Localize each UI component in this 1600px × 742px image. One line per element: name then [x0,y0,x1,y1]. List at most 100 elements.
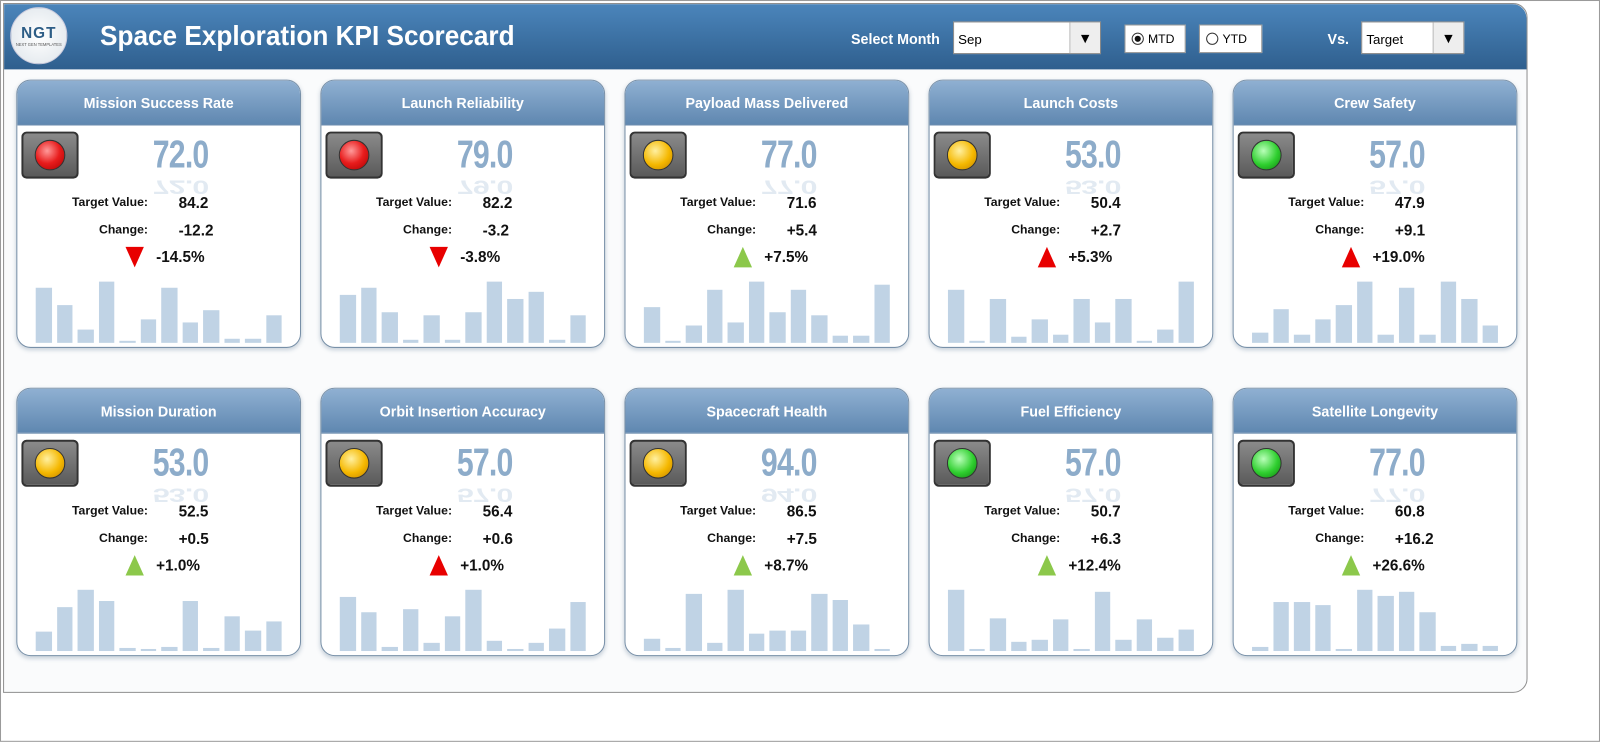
target-value: 84.2 [178,194,209,213]
trend-bar [1178,281,1194,343]
vs-label: Vs. [1327,30,1349,47]
trend-sparkline [643,589,890,652]
kpi-title: Payload Mass Delivered [625,80,909,126]
kpi-value: 53.0 [1053,134,1133,178]
traffic-light-icon [21,439,79,487]
trend-bar [444,616,461,652]
kpi-card: Mission Duration 53.0 Target Value: 52.5… [16,387,302,657]
trend-sparkline [35,589,282,652]
trend-bar [1010,336,1027,343]
trend-bar [161,646,178,652]
trend-bar [119,340,136,343]
trend-sparkline [947,281,1194,343]
arrow-up-icon [1341,555,1361,576]
trend-bar [1440,281,1457,343]
target-value: 50.7 [1090,503,1121,521]
kpi-value: 77.0 [749,134,829,178]
trend-bar [140,319,157,343]
trend-bar [727,589,744,652]
trend-bar [1073,648,1090,652]
traffic-light-icon [629,131,687,179]
arrow-up-icon [1341,246,1361,268]
trend-bar [873,284,890,343]
change-label: Change: [98,222,148,237]
target-value: 82.2 [482,194,513,213]
chevron-down-icon[interactable]: ▼ [1432,22,1464,54]
status-yellow-icon [338,447,370,479]
trend-bar [465,589,482,652]
trend-bar [1440,646,1457,652]
trend-bar [769,630,786,652]
trend-bar [569,315,586,343]
change-label: Change: [403,222,453,237]
trend-bar [832,335,848,343]
trend-sparkline [35,281,282,343]
trend-bar [381,312,398,343]
trend-bar [853,335,869,343]
kpi-card: Mission Success Rate 72.0 Target Value: … [16,79,302,348]
kpi-card: Fuel Efficiency 57.0 Target Value: 50.7 … [928,387,1214,657]
trend-bar [140,648,157,652]
trend-bar [1398,287,1415,343]
trend-bar [402,339,419,343]
trend-bar [1031,639,1048,652]
trend-bar [1335,648,1352,652]
trend-bar [664,647,681,652]
trend-bar [811,315,828,343]
trend-bar [1052,334,1069,343]
trend-bar [1272,602,1289,652]
target-value: 50.4 [1090,194,1121,213]
trend-bar [685,593,702,652]
trend-bar [77,330,94,343]
trend-bar [35,631,52,652]
trend-sparkline [339,589,586,652]
change-percent: +5.3% [1068,248,1113,267]
trend-bar [706,643,723,652]
month-dropdown[interactable]: Sep ▼ [953,21,1102,55]
change-value: +7.5 [786,530,817,548]
trend-bar [1482,646,1498,652]
kpi-title: Launch Costs [929,80,1213,126]
trend-bar [402,608,419,652]
chevron-down-icon[interactable]: ▼ [1069,22,1100,54]
trend-bar [444,339,461,343]
target-label: Target Value: [1288,194,1365,210]
kpi-card: Crew Safety 57.0 Target Value: 47.9 Chan… [1232,79,1518,348]
trend-bar [1094,322,1111,343]
target-label: Target Value: [1288,503,1365,518]
trend-bar [203,310,219,343]
status-yellow-icon [946,139,978,171]
arrow-down-icon [429,246,448,268]
vs-dropdown[interactable]: Target ▼ [1361,21,1465,55]
mtd-radio[interactable]: MTD [1124,24,1186,54]
change-percent: +7.5% [764,248,809,267]
trend-bar [465,312,482,343]
change-label: Change: [707,222,757,237]
trend-bar [1157,637,1173,652]
status-yellow-icon [34,447,66,479]
trend-bar [360,612,377,652]
dashboard-panel: NGT NEXT GEN TEMPLATES Space Exploration … [3,3,1528,693]
ytd-radio[interactable]: YTD [1198,24,1263,54]
trend-bar [989,298,1006,343]
target-label: Target Value: [984,194,1061,210]
kpi-card: Payload Mass Delivered 77.0 Target Value… [624,79,910,348]
target-label: Target Value: [680,503,757,518]
trend-bar [1031,319,1048,343]
kpi-value: 57.0 [1053,442,1133,486]
trend-bar [685,325,702,343]
kpi-value: 57.0 [445,442,525,486]
trend-bar [56,607,73,652]
status-green-icon [1251,139,1282,171]
trend-bar [265,315,282,343]
trend-bar [98,601,115,652]
arrow-up-icon [733,246,753,268]
target-label: Target Value: [376,503,453,518]
kpi-title: Mission Duration [17,388,300,434]
kpi-title: Launch Reliability [321,80,605,126]
trend-bar [423,642,440,652]
arrow-up-icon [1037,246,1057,268]
trend-bar [1461,298,1478,343]
kpi-title: Orbit Insertion Accuracy [321,388,605,434]
trend-bar [1115,639,1132,652]
